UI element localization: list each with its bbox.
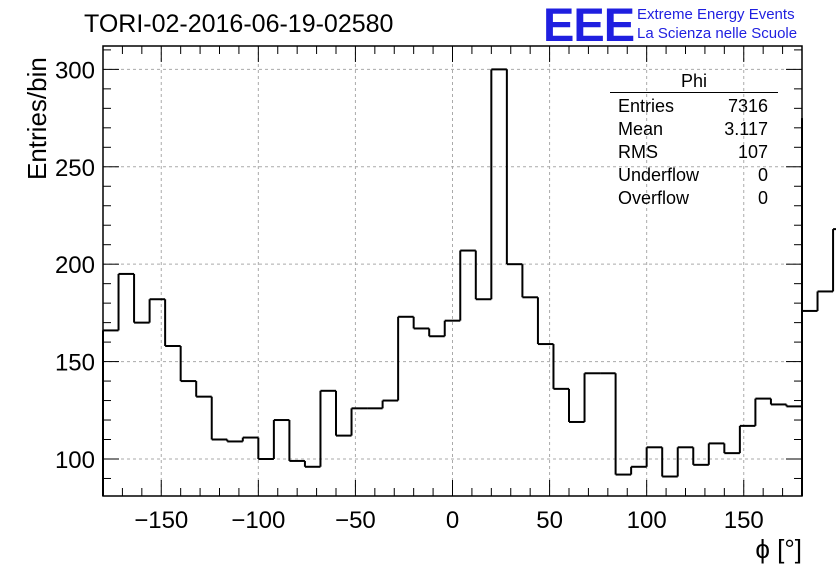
x-tick-label: 0 [446, 507, 459, 534]
stats-row-rms: RMS 107 [610, 141, 778, 164]
chart-title: TORI-02-2016-06-19-02580 [84, 10, 394, 38]
y-tick-label: 300 [55, 57, 95, 84]
stats-label: Mean [618, 119, 664, 139]
x-tick-label: 150 [724, 507, 764, 534]
y-tick-label: 100 [55, 447, 95, 474]
x-tick-label: −100 [231, 507, 285, 534]
stats-row-underflow: Underflow 0 [610, 164, 778, 187]
stats-value: 0 [757, 188, 768, 208]
stats-label: Underflow [618, 165, 700, 185]
stats-label: Entries [618, 96, 675, 116]
logo-line-2: La Scienza nelle Scuole [637, 25, 798, 42]
x-tick-label: 50 [536, 507, 563, 534]
y-tick-label: 150 [55, 350, 95, 377]
stats-value: 7316 [727, 96, 768, 116]
x-tick-label: −150 [134, 507, 188, 534]
stats-row-overflow: Overflow 0 [610, 187, 778, 210]
stats-row-mean: Mean 3.117 [610, 118, 778, 141]
plot-frame [102, 45, 803, 497]
x-tick-label: 100 [627, 507, 667, 534]
stats-value: 0 [757, 165, 768, 185]
stats-label: RMS [618, 142, 658, 162]
x-axis-label: ϕ [°] [755, 534, 802, 564]
stats-value: 3.117 [724, 119, 768, 139]
stats-box: Phi Entries 7316 Mean 3.117 RMS 107 Unde… [610, 71, 778, 210]
y-tick-label: 250 [55, 155, 95, 182]
stats-row-entries: Entries 7316 [610, 95, 778, 118]
stats-box-name: Phi [610, 71, 778, 93]
stats-value: 107 [737, 142, 768, 162]
eee-logo: EEE [543, 0, 635, 51]
x-tick-label: −50 [335, 507, 376, 534]
stats-label: Overflow [618, 188, 690, 208]
y-tick-label: 200 [55, 252, 95, 279]
logo-line-1: Extreme Energy Events [637, 6, 795, 23]
y-axis-label: Entries/bin [22, 57, 52, 180]
